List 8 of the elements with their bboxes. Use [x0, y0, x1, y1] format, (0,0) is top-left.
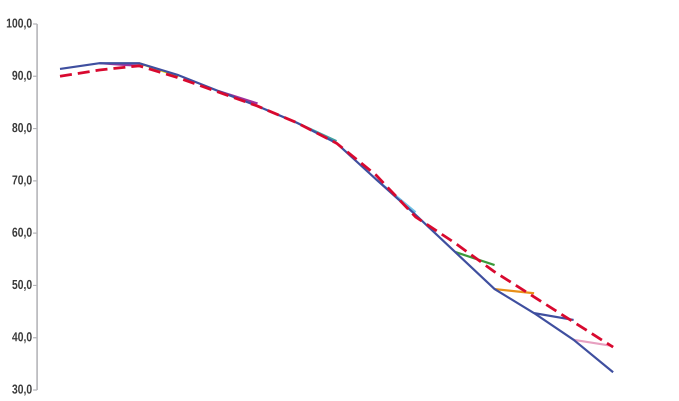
y-tick-label: 30,0 — [12, 384, 32, 396]
y-tick-label: 80,0 — [12, 123, 32, 134]
y-tick-label: 70,0 — [12, 175, 32, 186]
y-tick-label: 60,0 — [12, 228, 32, 239]
y-tick-label: 40,0 — [12, 332, 32, 344]
y-tick-label: 90,0 — [12, 70, 32, 82]
y-tick-label: 100,0 — [6, 18, 32, 30]
y-tick-label: 50,0 — [12, 280, 32, 291]
